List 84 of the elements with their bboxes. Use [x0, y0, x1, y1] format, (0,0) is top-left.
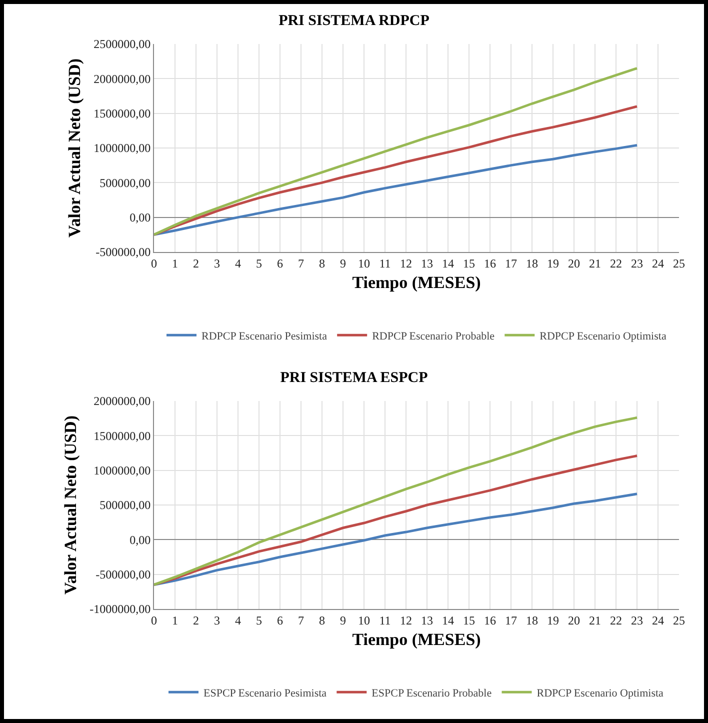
x-tick-label: 23 — [631, 256, 643, 270]
line-series — [154, 454, 638, 586]
legend-label: ESPCP Escenario Probable — [372, 687, 492, 700]
x-tick-label: 2 — [193, 256, 199, 270]
line-series — [154, 416, 638, 586]
x-axis-title: Tiempo (MESES) — [352, 630, 481, 649]
x-tick-label: 13 — [421, 256, 433, 270]
x-tick-label: 0 — [151, 256, 157, 270]
x-tick-label: 24 — [652, 613, 664, 628]
y-tick-label: -1000000,00 — [90, 602, 151, 616]
x-tick-label: 25 — [673, 613, 685, 628]
x-tick-label: 6 — [277, 256, 283, 270]
x-tick-label: 19 — [547, 613, 559, 628]
x-tick-label: 13 — [421, 613, 433, 628]
y-tick-label: 500000,00 — [100, 176, 151, 190]
y-tick-label: 1000000,00 — [94, 141, 151, 156]
x-tick-label: 12 — [400, 256, 412, 270]
x-tick-label: 18 — [526, 256, 538, 270]
x-tick-label: 1 — [172, 613, 178, 628]
x-tick-label: 10 — [358, 613, 370, 628]
x-tick-label: 18 — [526, 613, 538, 628]
legend-label: RDPCP Escenario Optimista — [540, 330, 666, 342]
x-tick-label: 0 — [151, 613, 157, 628]
y-tick-label: -500000,00 — [96, 245, 151, 260]
line-series — [154, 105, 638, 236]
y-tick-label: 2000000,00 — [94, 394, 151, 408]
x-tick-label: 7 — [298, 256, 304, 270]
y-tick-label: 0,00 — [130, 210, 151, 225]
x-tick-label: 4 — [235, 256, 241, 270]
y-tick-label: 1500000,00 — [94, 106, 151, 121]
y-tick-label: 2500000,00 — [94, 37, 151, 52]
legend-label: RDPCP Escenario Probable — [372, 330, 495, 342]
line-series — [154, 492, 638, 586]
x-tick-label: 15 — [463, 256, 475, 270]
x-tick-label: 17 — [505, 256, 517, 270]
x-tick-label: 6 — [277, 613, 283, 628]
x-tick-label: 15 — [463, 613, 475, 628]
x-tick-label: 1 — [172, 256, 178, 270]
legend-label: RDPCP Escenario Pesimista — [202, 330, 328, 342]
x-tick-label: 8 — [319, 613, 325, 628]
y-tick-label: -500000,00 — [96, 568, 151, 582]
x-tick-label: 8 — [319, 256, 325, 270]
x-tick-label: 20 — [568, 613, 580, 628]
line-series — [154, 144, 638, 236]
x-tick-label: 24 — [652, 256, 664, 270]
x-tick-label: 20 — [568, 256, 580, 270]
x-tick-label: 3 — [214, 613, 220, 628]
x-tick-label: 16 — [484, 613, 496, 628]
chart-title: PRI SISTEMA ESPCP — [280, 370, 428, 386]
y-axis-title: Valor Actual Neto (USD) — [61, 416, 80, 594]
x-tick-label: 7 — [298, 613, 304, 628]
x-tick-label: 10 — [358, 256, 370, 270]
x-tick-label: 21 — [589, 613, 601, 628]
x-tick-label: 3 — [214, 256, 220, 270]
x-tick-label: 11 — [379, 256, 391, 270]
x-axis-title: Tiempo (MESES) — [352, 272, 481, 292]
x-tick-label: 25 — [673, 256, 685, 270]
x-tick-label: 17 — [505, 613, 517, 628]
x-tick-label: 11 — [379, 613, 391, 628]
chart-title: PRI SISTEMA RDPCP — [278, 13, 430, 30]
line-series — [154, 67, 638, 236]
x-tick-label: 22 — [610, 256, 622, 270]
y-axis-title: Valor Actual Neto (USD) — [65, 58, 84, 238]
x-tick-label: 4 — [235, 613, 241, 628]
y-tick-label: 1000000,00 — [94, 464, 151, 478]
y-tick-label: 2000000,00 — [94, 72, 151, 86]
x-tick-label: 9 — [340, 256, 346, 270]
x-tick-label: 21 — [589, 256, 601, 270]
y-tick-label: 1500000,00 — [94, 428, 151, 443]
x-tick-label: 14 — [442, 256, 454, 270]
legend-label: ESPCP Escenario Pesimista — [204, 687, 327, 700]
x-tick-label: 23 — [631, 613, 643, 628]
x-tick-label: 22 — [610, 613, 622, 628]
y-tick-label: 0,00 — [130, 532, 151, 547]
legend-label: RDPCP Escenario Optimista — [536, 687, 664, 700]
x-tick-label: 19 — [547, 256, 559, 270]
x-tick-label: 9 — [340, 613, 346, 628]
x-tick-label: 5 — [256, 256, 262, 270]
x-tick-label: 12 — [400, 613, 412, 628]
y-tick-label: 500000,00 — [100, 498, 151, 512]
x-tick-label: 2 — [193, 613, 199, 628]
x-tick-label: 5 — [256, 613, 262, 628]
x-tick-label: 16 — [484, 256, 496, 270]
x-tick-label: 14 — [442, 613, 454, 628]
